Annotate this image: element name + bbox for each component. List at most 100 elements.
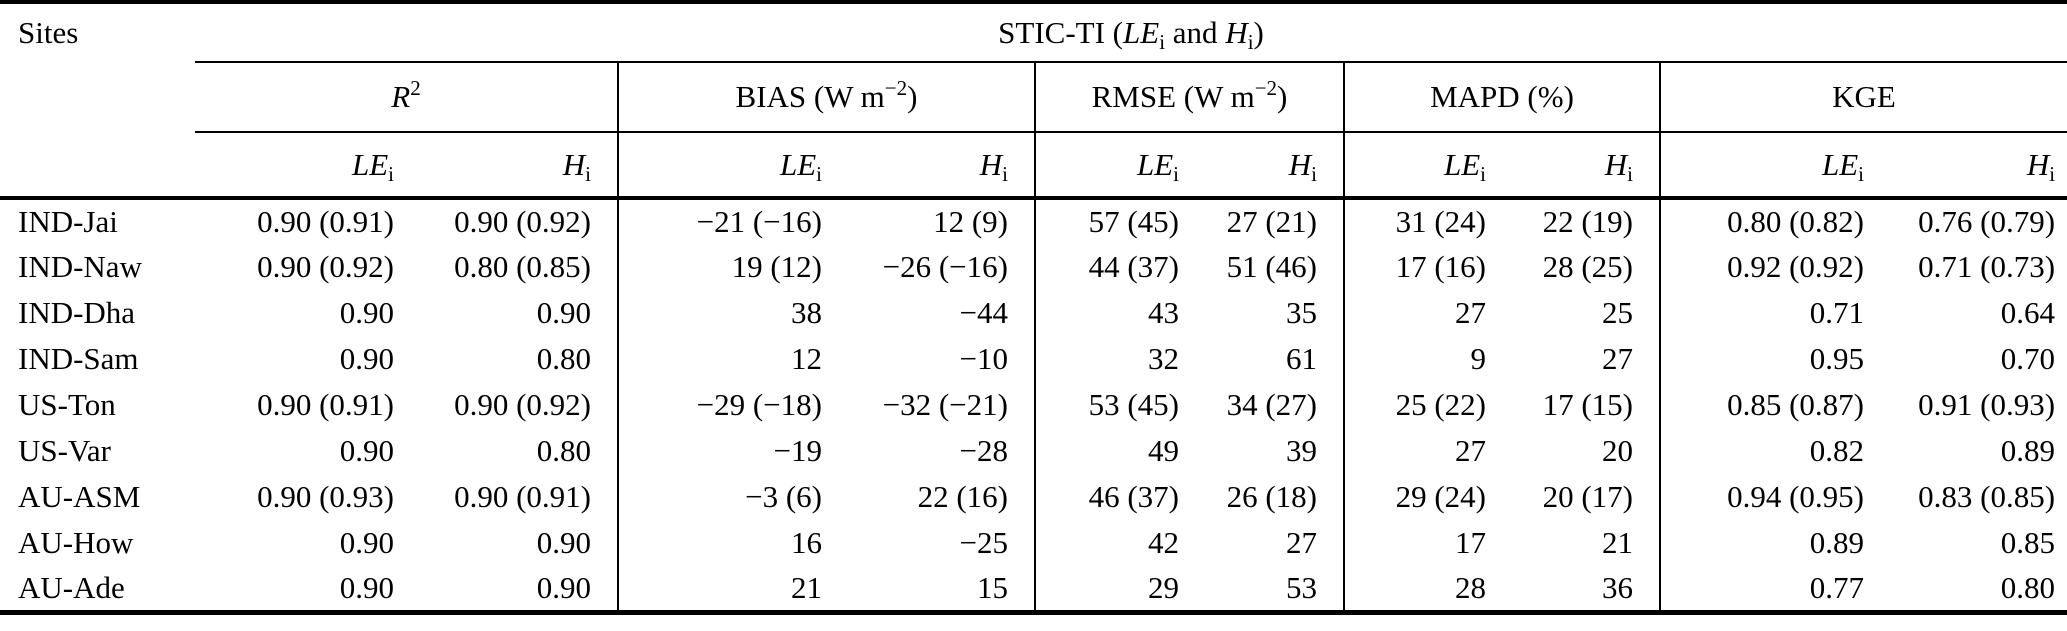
rmse-h-cell: 39 <box>1286 433 1317 468</box>
table-row: AU-How 0.90 0.90 16 −25 42 27 17 21 0.89… <box>0 520 2067 566</box>
r2-h-cell: 0.90 <box>536 525 591 560</box>
bias-h-cell: −26 (−16) <box>882 249 1008 284</box>
h-symbol: H <box>562 146 586 182</box>
mapd-h-cell: 20 <box>1602 433 1633 468</box>
h-subscript: i <box>2049 161 2056 186</box>
h-subscript: i <box>1627 161 1633 186</box>
mapd-le-cell: 27 <box>1343 428 1512 474</box>
rmse-le-cell: 29 <box>1034 566 1205 612</box>
h-subscript: i <box>1311 161 1317 186</box>
subheader-kge-h: Hi <box>1890 132 2067 200</box>
table-row: US-Var 0.90 0.80 −19 −28 49 39 27 20 0.8… <box>0 428 2067 474</box>
le-symbol: LE <box>1123 14 1160 50</box>
bias-h-cell: −10 <box>959 341 1008 376</box>
subheader-mapd-le: LEi <box>1343 132 1512 200</box>
table-row: US-Ton 0.90 (0.91) 0.90 (0.92) −29 (−18)… <box>0 382 2067 428</box>
site-statistics-table: Sites STIC-TI (LEi and Hi) R2 BIAS (W m−… <box>0 0 2067 615</box>
mapd-h-cell: 20 (17) <box>1542 479 1633 514</box>
subheader-mapd-h: Hi <box>1512 132 1660 200</box>
kge-h-cell: 0.80 <box>2000 569 2056 605</box>
table-body: IND-Jai 0.90 (0.91) 0.90 (0.92) −21 (−16… <box>0 198 2067 612</box>
subheader-bias-le: LEi <box>617 132 848 200</box>
bias-unit-exponent: −2 <box>884 76 908 100</box>
h-subscript: i <box>585 161 591 186</box>
table-row: IND-Jai 0.90 (0.91) 0.90 (0.92) −21 (−16… <box>0 198 2067 244</box>
h-symbol: H <box>2026 146 2050 182</box>
mapd-h-cell: 28 (25) <box>1542 249 1633 284</box>
bias-suffix: ) <box>907 79 918 114</box>
table-row: IND-Naw 0.90 (0.92) 0.80 (0.85) 19 (12) … <box>0 244 2067 290</box>
rmse-h-cell: 26 (18) <box>1226 479 1317 514</box>
r2-h-cell: 0.80 (0.85) <box>454 249 591 284</box>
bias-le-cell: 12 <box>617 336 848 382</box>
r2-h-cell: 0.90 (0.91) <box>454 479 591 514</box>
bias-label: BIAS (W m <box>735 79 885 114</box>
bias-h-cell: −25 <box>959 525 1008 560</box>
bias-h-cell: −28 <box>959 433 1008 468</box>
rmse-le-cell: 32 <box>1034 336 1205 382</box>
mapd-le-cell: 25 (22) <box>1343 382 1512 428</box>
mapd-h-cell: 22 (19) <box>1542 204 1633 239</box>
site-name-cell: IND-Dha <box>18 295 136 330</box>
rmse-suffix: ) <box>1277 79 1288 114</box>
mapd-h-cell: 21 <box>1602 525 1633 560</box>
site-name-cell: AU-ASM <box>18 479 141 514</box>
rmse-label: RMSE (W m <box>1091 79 1255 114</box>
r2-le-cell: 0.90 <box>339 341 394 376</box>
h-symbol: H <box>1604 146 1628 182</box>
rmse-h-cell: 61 <box>1286 341 1317 376</box>
bias-h-cell: 12 (9) <box>933 204 1008 239</box>
le-symbol: LE <box>351 146 389 182</box>
subheader-r2-le: LEi <box>195 132 420 200</box>
group-header-kge: KGE <box>1658 62 2067 133</box>
kge-le-cell: 0.94 (0.95) <box>1659 474 1890 520</box>
rmse-le-cell: 57 (45) <box>1034 198 1205 244</box>
mapd-le-cell: 29 (24) <box>1343 474 1512 520</box>
kge-le-cell: 0.80 (0.82) <box>1659 198 1890 244</box>
r2-h-cell: 0.90 (0.92) <box>454 387 591 422</box>
mapd-le-cell: 17 <box>1343 520 1512 566</box>
kge-h-cell: 0.89 <box>2000 433 2056 468</box>
site-name-cell: IND-Jai <box>18 204 118 239</box>
bias-le-cell: −29 (−18) <box>617 382 848 428</box>
rmse-le-cell: 46 (37) <box>1034 474 1205 520</box>
mapd-le-cell: 27 <box>1343 290 1512 336</box>
r2-le-cell: 0.90 (0.92) <box>257 249 394 284</box>
group-header-spacer <box>0 62 195 132</box>
le-symbol: LE <box>779 146 817 182</box>
site-name-cell: IND-Sam <box>18 341 139 376</box>
bias-le-cell: 21 <box>617 566 848 612</box>
le-symbol: LE <box>1821 146 1859 182</box>
rmse-le-cell: 42 <box>1034 520 1205 566</box>
r2-h-cell: 0.90 <box>536 569 591 605</box>
site-name-cell: AU-How <box>18 525 134 560</box>
rmse-h-cell: 34 (27) <box>1226 387 1317 422</box>
group-header-r2: R2 <box>195 62 618 133</box>
h-symbol: H <box>1288 146 1312 182</box>
le-subscript: i <box>1173 161 1179 186</box>
model-header: STIC-TI (LEi and Hi) <box>195 2 2067 63</box>
h-symbol: H <box>979 146 1003 182</box>
model-header-prefix: STIC-TI ( <box>998 14 1124 50</box>
site-name-cell: IND-Naw <box>18 249 142 284</box>
le-symbol: LE <box>1136 146 1174 182</box>
rmse-le-cell: 49 <box>1034 428 1205 474</box>
mapd-le-cell: 28 <box>1343 566 1512 612</box>
le-subscript: i <box>1858 161 1864 186</box>
le-subscript: i <box>1159 29 1166 54</box>
kge-h-cell: 0.83 (0.85) <box>1918 479 2056 514</box>
subheader-r2-h: Hi <box>420 132 618 200</box>
mapd-le-cell: 9 <box>1343 336 1512 382</box>
bias-le-cell: −3 (6) <box>617 474 848 520</box>
rmse-h-cell: 51 (46) <box>1226 249 1317 284</box>
h-subscript: i <box>1247 29 1254 54</box>
r2-h-cell: 0.90 <box>536 295 591 330</box>
table-row: IND-Sam 0.90 0.80 12 −10 32 61 9 27 0.95… <box>0 336 2067 382</box>
bias-h-cell: −44 <box>959 295 1008 330</box>
table-row: IND-Dha 0.90 0.90 38 −44 43 35 27 25 0.7… <box>0 290 2067 336</box>
subheader-kge-le: LEi <box>1659 132 1890 200</box>
bias-le-cell: 19 (12) <box>617 244 848 290</box>
header-row-main: Sites STIC-TI (LEi and Hi) <box>0 2 2067 63</box>
rmse-h-cell: 27 (21) <box>1226 204 1317 239</box>
group-header-bias: BIAS (W m−2) <box>617 62 1035 133</box>
